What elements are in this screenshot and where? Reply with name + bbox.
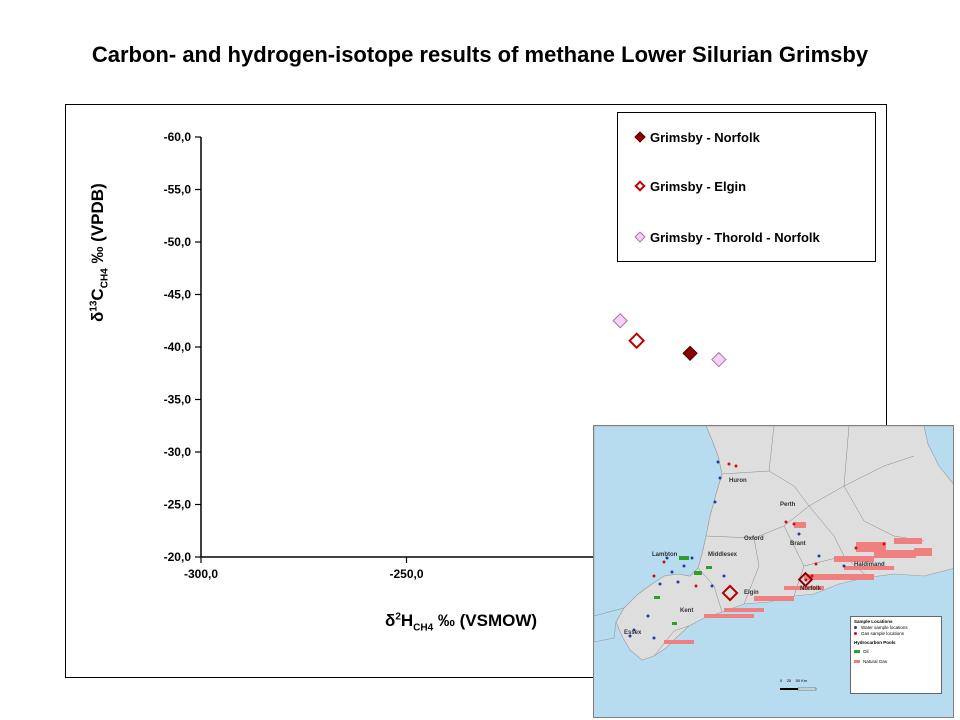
gas-sample-points — [652, 462, 886, 588]
y-tick-label: -40,0 — [164, 340, 192, 354]
lake-huron — [594, 426, 723, 617]
data-point-diamond-pink — [612, 313, 628, 329]
y-axis-label: δ13CCH4 ‰ (VPDB) — [88, 183, 111, 322]
chart-legend: Grimsby - Norfolk Grimsby - Elgin Grimsb… — [617, 112, 876, 262]
data-point-diamond-open — [628, 332, 646, 350]
legend-label-norfolk: Grimsby - Norfolk — [650, 130, 760, 145]
county-middlesex: Middlesex — [708, 552, 738, 558]
y-tick-label: -30,0 — [164, 445, 192, 459]
county-elgin: Elgin — [744, 590, 759, 596]
map-legend-water: Water sample locations — [854, 625, 938, 631]
county-perth: Perth — [780, 502, 796, 508]
map-inset: Huron Perth Oxford Brant Lambton Middles… — [593, 425, 954, 718]
data-point-diamond-pink — [711, 351, 727, 368]
legend-label-thorold: Grimsby - Thorold - Norfolk — [650, 230, 820, 245]
map-drawing — [594, 426, 953, 691]
x-tick-label: -300,0 — [184, 567, 218, 581]
chart-title: Carbon- and hydrogen-isotope results of … — [91, 42, 869, 67]
legend-marker-elgin — [634, 180, 646, 192]
map-marker-norfolk — [797, 571, 814, 588]
lake-stclair — [594, 607, 625, 643]
county-huron: Huron — [729, 478, 747, 484]
y-tick-label: -45,0 — [164, 288, 192, 302]
lake-ontario — [923, 426, 953, 484]
y-tick-label: -60,0 — [164, 130, 192, 144]
oil-pools — [654, 556, 712, 625]
map-legend-title: Sample Locations — [854, 619, 893, 624]
water-sample-points — [628, 460, 846, 640]
county-borders — [653, 426, 925, 657]
county-norfolk: Norfolk — [800, 586, 821, 592]
county-brant: Brant — [790, 541, 806, 547]
map-legend-oil: Oil — [854, 649, 938, 655]
legend-marker-thorold — [634, 231, 646, 243]
y-tick-label: -55,0 — [164, 183, 192, 197]
y-tick-label: -50,0 — [164, 235, 192, 249]
legend-marker-norfolk — [634, 131, 646, 143]
data-point-diamond-filled — [682, 345, 698, 362]
map-marker-elgin — [721, 584, 739, 602]
county-essex: Essex — [624, 630, 642, 636]
county-haldimand: Haldimand — [854, 562, 885, 568]
county-oxford: Oxford — [744, 536, 764, 542]
plot-frame — [65, 104, 887, 678]
county-lambton: Lambton — [652, 552, 678, 558]
map-legend-pools-title: Hydrocarbon Pools — [854, 640, 896, 645]
map-legend-natural-gas: Natural Gas — [854, 659, 938, 665]
map-legend: Sample Locations Water sample locations … — [850, 616, 942, 694]
map-legend-gas: Gas sample locations — [854, 631, 938, 637]
map-scale-labels: 0 25 50 Km — [780, 678, 808, 683]
county-kent: Kent — [680, 608, 694, 614]
x-axis-label: δ2HCH4 ‰ (VSMOW) — [385, 611, 538, 634]
y-tick-label: -25,0 — [164, 498, 192, 512]
y-tick-label: -35,0 — [164, 393, 192, 407]
map-scale-bar — [780, 687, 817, 691]
y-tick-label: -20,0 — [164, 550, 192, 564]
x-tick-label: -250,0 — [389, 567, 423, 581]
gas-pools — [664, 522, 932, 644]
legend-label-elgin: Grimsby - Elgin — [650, 179, 747, 194]
